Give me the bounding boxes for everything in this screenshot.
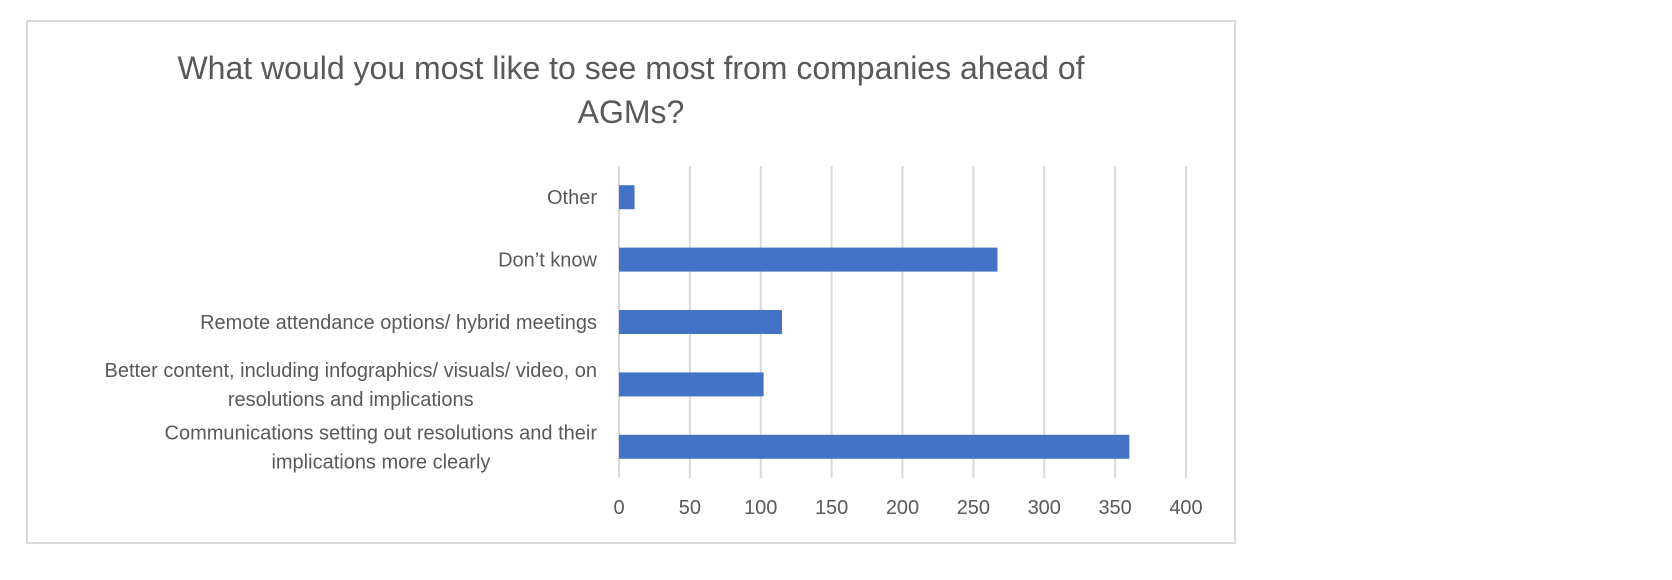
x-tick-label: 0 — [613, 497, 624, 519]
x-tick-label: 100 — [744, 497, 777, 519]
category-label: Other — [547, 187, 597, 209]
x-tick-label: 200 — [886, 497, 919, 519]
bar — [619, 247, 998, 272]
category-label: resolutions and implications — [228, 389, 474, 411]
x-tick-label: 50 — [679, 497, 701, 519]
category-label: Communications setting out resolutions a… — [165, 422, 598, 444]
x-tick-label: 250 — [957, 497, 990, 519]
bar — [619, 434, 1130, 459]
category-label: Remote attendance options/ hybrid meetin… — [200, 312, 597, 334]
x-tick-label: 350 — [1098, 497, 1131, 519]
category-label: implications more clearly — [271, 451, 490, 473]
x-tick-label: 300 — [1028, 497, 1061, 519]
bar — [619, 372, 764, 397]
bar — [619, 310, 783, 334]
bar — [619, 185, 635, 210]
x-tick-label: 150 — [815, 497, 848, 519]
x-tick-label: 400 — [1169, 497, 1202, 519]
category-label: Don’t know — [498, 250, 597, 272]
chart-title: What would you most like to see most fro… — [177, 50, 1085, 130]
category-label: Better content, including infographics/ … — [104, 360, 597, 382]
